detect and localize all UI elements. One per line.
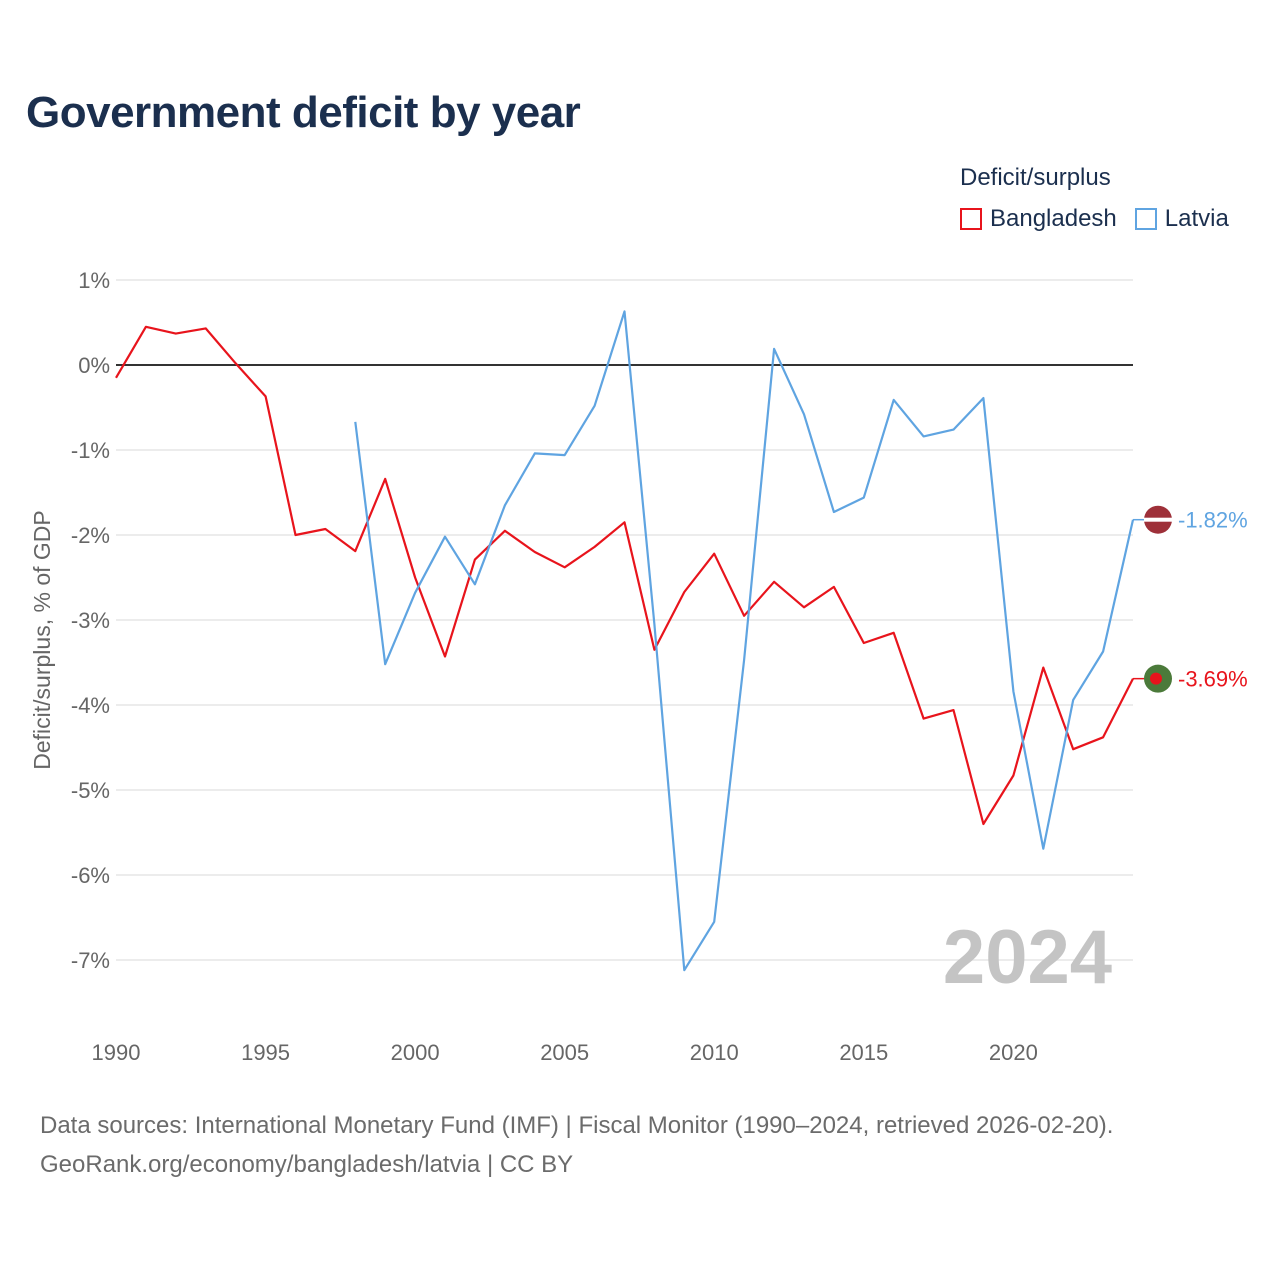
- line-chart: 1% 0% -1% -2% -3% -4% -5% -6% -7% 1990 1995 2000 200…: [29, 268, 1248, 1065]
- chart-title: Government deficit by year: [26, 88, 581, 137]
- legend-item-latvia[interactable]: Latvia: [1134, 205, 1229, 233]
- y-tick-label: -2%: [71, 523, 110, 548]
- series-line-latvia: [354, 310, 1135, 972]
- x-tick-label: 2015: [839, 1040, 888, 1065]
- legend-label-bangladesh: Bangladesh: [990, 205, 1117, 232]
- bangladesh-flag-disc: [1150, 672, 1162, 685]
- data-source-note: Data sources: International Monetary Fun…: [40, 1112, 1114, 1139]
- y-tick-label: -4%: [71, 693, 110, 718]
- y-tick-label: -3%: [71, 608, 110, 633]
- y-tick-label: 1%: [78, 268, 110, 293]
- x-tick-label: 2010: [690, 1040, 739, 1065]
- legend-item-bangladesh[interactable]: Bangladesh: [960, 205, 1117, 233]
- legend-label-latvia: Latvia: [1164, 205, 1229, 232]
- legend-swatch-latvia: [1134, 208, 1157, 230]
- y-tick-label: -5%: [71, 778, 110, 803]
- latvia-flag-stripe: [1144, 517, 1172, 522]
- x-tick-label: 2020: [989, 1040, 1038, 1065]
- y-tick-label: -6%: [71, 863, 110, 888]
- year-watermark: 2024: [943, 915, 1112, 1000]
- y-tick-label: -1%: [71, 438, 110, 463]
- legend-swatch-bangladesh: [960, 208, 982, 230]
- y-axis-label: Deficit/surplus, % of GDP: [29, 510, 55, 769]
- x-tick-label: 1995: [241, 1040, 290, 1065]
- x-tick-label: 1990: [92, 1040, 141, 1065]
- x-tick-label: 2000: [391, 1040, 440, 1065]
- x-tick-label: 2005: [540, 1040, 589, 1065]
- footer: Data sources: International Monetary Fun…: [40, 1106, 1113, 1184]
- legend-title: Deficit/surplus: [960, 164, 1111, 191]
- y-tick-label: 0%: [78, 353, 110, 378]
- legend: Bangladesh Latvia: [960, 205, 1247, 233]
- end-value-label: -1.82%: [1178, 508, 1248, 533]
- series-line-bangladesh: [115, 325, 1134, 826]
- y-tick-label: -7%: [71, 948, 110, 973]
- attribution-link[interactable]: GeoRank.org/economy/bangladesh/latvia | …: [40, 1151, 574, 1178]
- end-value-label: -3.69%: [1178, 667, 1248, 692]
